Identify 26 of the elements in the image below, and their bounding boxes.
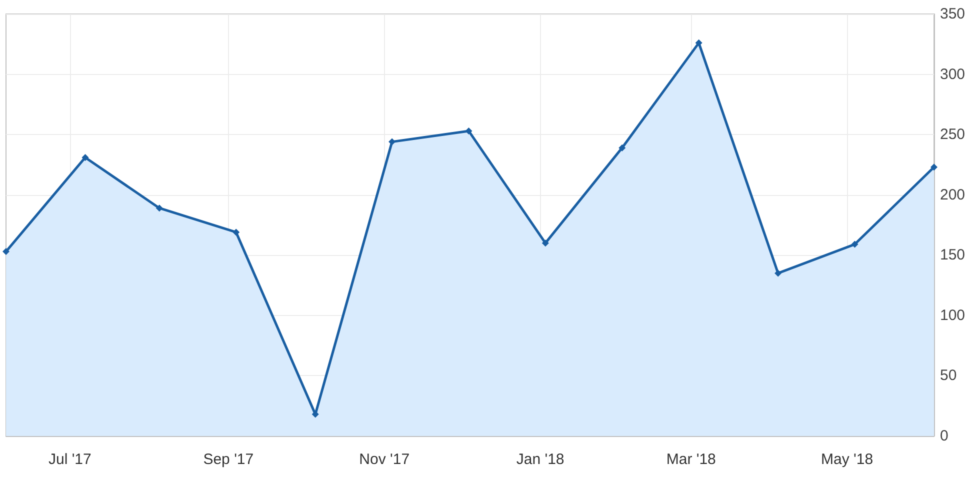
y-tick-label: 0 (940, 428, 948, 444)
x-tick-label: May '18 (821, 451, 874, 468)
x-tick-label: Jul '17 (48, 451, 92, 468)
point (82, 154, 89, 161)
y-tick-label: 100 (940, 306, 966, 324)
y-tick-label: 300 (940, 66, 966, 83)
y-tick-label: 250 (940, 126, 966, 144)
point (542, 240, 549, 247)
y-tick-label: 150 (940, 246, 966, 264)
y-tick-label: 350 (940, 6, 966, 22)
point (156, 204, 163, 212)
point (388, 138, 396, 146)
y-tick-label: 200 (940, 186, 966, 204)
point (232, 228, 240, 236)
point (930, 164, 938, 171)
point (774, 270, 782, 277)
point (618, 144, 626, 152)
x-tick-label: Mar '18 (666, 451, 716, 468)
point (695, 39, 702, 46)
point (2, 248, 10, 256)
point (851, 240, 858, 248)
point (465, 127, 472, 134)
y-tick-label: 50 (940, 367, 957, 384)
x-tick-label: Nov '17 (359, 451, 410, 468)
x-tick-label: Jan '18 (516, 451, 564, 468)
x-tick-label: Sep '17 (203, 451, 254, 468)
